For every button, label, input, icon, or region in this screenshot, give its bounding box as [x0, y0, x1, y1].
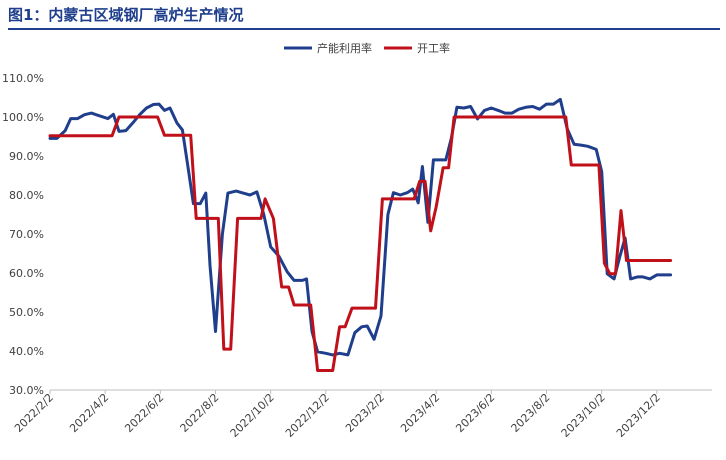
- x-tick-label: 2022/4/2: [67, 391, 111, 435]
- x-tick-label: 2023/8/2: [508, 391, 552, 435]
- y-tick-label: 60.0%: [9, 267, 44, 280]
- chart-title: 图1：内蒙古区域钢厂高炉生产情况: [8, 6, 244, 24]
- x-tick-label: 2023/2/2: [343, 391, 387, 435]
- y-tick-label: 40.0%: [9, 345, 44, 358]
- y-tick-label: 110.0%: [2, 72, 44, 85]
- y-tick-label: 100.0%: [2, 111, 44, 124]
- legend-label-1: 产能利用率: [317, 41, 372, 55]
- y-tick-label: 70.0%: [9, 228, 44, 241]
- x-tick-label: 2023/6/2: [453, 391, 497, 435]
- x-tick-label: 2022/6/2: [122, 391, 166, 435]
- x-tick-label: 2023/10/2: [559, 391, 608, 440]
- title-underline: [8, 28, 720, 30]
- y-tick-label: 90.0%: [9, 150, 44, 163]
- chart-series: [48, 97, 673, 372]
- chart-legend: 产能利用率 开工率: [284, 41, 450, 55]
- legend-label-2: 开工率: [417, 41, 450, 55]
- x-tick-label: 2022/2/2: [12, 391, 56, 435]
- series-line-2: [48, 115, 673, 372]
- x-tick-label: 2022/10/2: [228, 391, 277, 440]
- series-line-1: [48, 97, 673, 357]
- y-tick-label: 80.0%: [9, 189, 44, 202]
- x-tick-label: 2023/12/2: [614, 391, 663, 440]
- x-tick-label: 2022/12/2: [283, 391, 332, 440]
- x-tick-label: 2022/8/2: [177, 391, 221, 435]
- x-tick-label: 2023/4/2: [398, 391, 442, 435]
- y-tick-label: 50.0%: [9, 306, 44, 319]
- y-tick-label: 30.0%: [9, 384, 44, 397]
